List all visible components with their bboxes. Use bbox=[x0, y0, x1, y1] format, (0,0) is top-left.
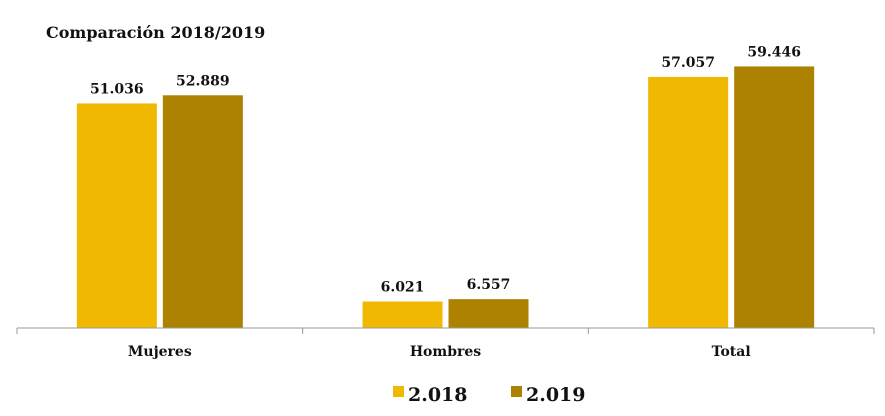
category-label-hombres: Hombres bbox=[410, 344, 481, 360]
bar-total-2019 bbox=[734, 66, 815, 329]
bar-total-2018 bbox=[648, 76, 729, 328]
chart-title: Comparación 2018/2019 bbox=[46, 23, 265, 42]
bar-hombres-2019 bbox=[448, 299, 529, 328]
legend-swatch bbox=[393, 386, 404, 397]
bar-hombres-2018 bbox=[362, 301, 443, 328]
category-label-total: Total bbox=[712, 344, 751, 360]
legend-swatch bbox=[511, 386, 522, 397]
legend-label: 2.019 bbox=[526, 384, 586, 406]
x-axis-ticks bbox=[16, 328, 875, 334]
bar-mujeres-2018 bbox=[76, 103, 157, 329]
data-label: 59.446 bbox=[747, 44, 801, 60]
data-label: 51.036 bbox=[90, 81, 144, 97]
category-labels-group: Mujeres Hombres Total bbox=[128, 344, 751, 360]
data-label: 52.889 bbox=[176, 73, 230, 89]
legend: 2.018 2.019 bbox=[393, 384, 586, 406]
value-labels-group: 51.036 52.889 6.021 6.557 57.057 59.446 bbox=[90, 44, 801, 295]
data-label: 6.557 bbox=[467, 277, 511, 293]
legend-item-2019: 2.019 bbox=[511, 384, 586, 406]
legend-label: 2.018 bbox=[408, 384, 468, 406]
bar-mujeres-2019 bbox=[162, 95, 243, 329]
category-label-mujeres: Mujeres bbox=[128, 344, 192, 360]
data-label: 6.021 bbox=[381, 280, 425, 296]
legend-item-2018: 2.018 bbox=[393, 384, 468, 406]
data-label: 57.057 bbox=[661, 55, 715, 71]
bars-group bbox=[76, 66, 815, 329]
